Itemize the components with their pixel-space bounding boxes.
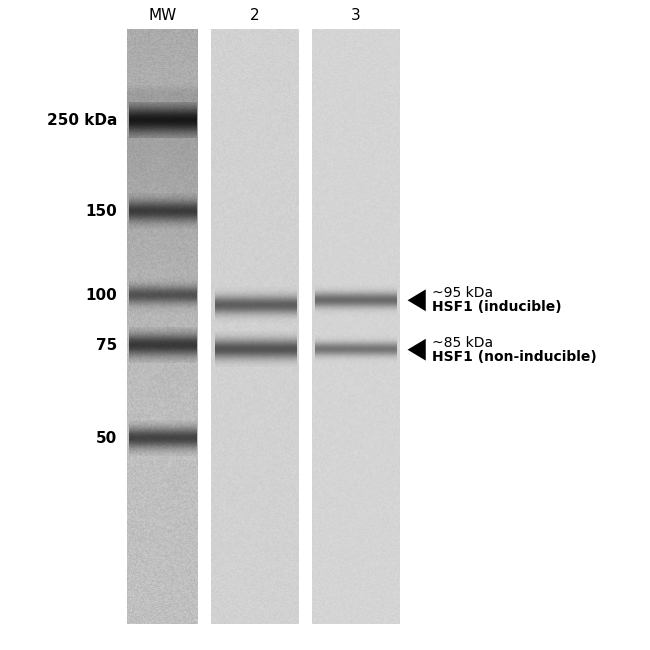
Text: 2: 2 bbox=[250, 8, 260, 23]
Text: HSF1 (non-inducible): HSF1 (non-inducible) bbox=[432, 350, 597, 364]
Text: ~85 kDa: ~85 kDa bbox=[432, 335, 493, 350]
Bar bbox=[198, 29, 207, 624]
Polygon shape bbox=[408, 339, 426, 361]
Text: MW: MW bbox=[148, 8, 177, 23]
Text: 50: 50 bbox=[96, 431, 117, 447]
Text: ~95 kDa: ~95 kDa bbox=[432, 286, 493, 300]
Text: 75: 75 bbox=[96, 338, 117, 354]
Text: 250 kDa: 250 kDa bbox=[47, 112, 117, 128]
Text: 3: 3 bbox=[351, 8, 361, 23]
Text: 100: 100 bbox=[85, 288, 117, 304]
Text: 150: 150 bbox=[85, 203, 117, 219]
Polygon shape bbox=[408, 289, 426, 311]
Bar bbox=[299, 29, 307, 624]
Text: HSF1 (inducible): HSF1 (inducible) bbox=[432, 300, 562, 315]
